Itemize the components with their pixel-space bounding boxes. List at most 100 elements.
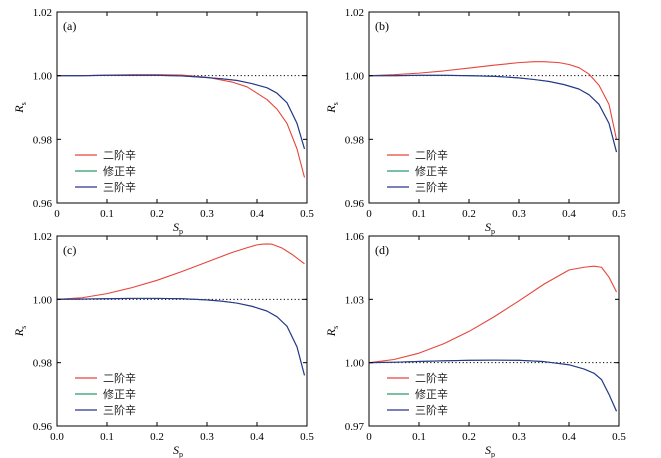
y-axis-label: Rs — [324, 102, 340, 113]
y-axis-label-main: R — [12, 328, 26, 337]
panel-b: 0 0.1 0.2 0.3 0.4 0.5 0.96 0.98 1.00 1.02 (b) Sp Rs 二… — [324, 7, 626, 236]
x-axis-label-main: S — [173, 443, 179, 457]
x-axis-label-main: S — [173, 220, 179, 234]
x-tick-label: 0.4 — [562, 431, 576, 443]
x-axis-label-sub: p — [179, 450, 183, 458]
series-line-3 — [56, 297, 306, 376]
x-axis-label: Sp — [173, 220, 183, 236]
y-tick-label: 1.00 — [33, 294, 53, 306]
y-tick-label: 1.03 — [345, 294, 365, 306]
panel-label: (b) — [375, 19, 389, 33]
y-tick-label: 1.02 — [33, 231, 52, 243]
series-line-2 — [56, 297, 306, 376]
y-axis-label-main: R — [324, 328, 338, 337]
x-tick-label: 0.1 — [100, 208, 114, 220]
plot-frame — [368, 11, 620, 204]
x-tick-label: 0.4 — [562, 208, 576, 220]
x-tick-label: 0.4 — [250, 208, 264, 220]
y-tick-label: 0.96 — [345, 198, 365, 210]
series-line-3 — [368, 359, 618, 412]
x-axis-label-main: S — [485, 220, 491, 234]
x-tick-label: 0.5 — [612, 208, 626, 220]
y-axis-label-main: R — [324, 105, 338, 114]
legend-label-3: 三阶辛 — [415, 180, 448, 194]
legend-label-3: 三阶辛 — [103, 403, 136, 417]
y-tick-label: 1.02 — [33, 7, 52, 19]
plot-frame — [56, 11, 308, 204]
panel-c: 0.0 0.1 0.2 0.3 0.4 0.5 0.96 0.98 1.00 1.02 (c) Sp R… — [12, 231, 314, 458]
legend-label-2: 修正辛 — [103, 164, 136, 178]
y-axis-label: Rs — [12, 102, 28, 113]
y-axis-label-sub: s — [331, 102, 340, 105]
legend-label-1: 二阶辛 — [415, 148, 448, 162]
x-axis-label-sub: p — [491, 450, 495, 458]
y-axis-label-sub: s — [19, 102, 28, 105]
panel-a: 0 0.1 0.2 0.3 0.4 0.5 0.96 0.98 1.00 1.02 (a) Sp Rs 二… — [12, 7, 314, 236]
y-axis-label-main: R — [12, 105, 26, 114]
x-tick-label: 0 — [366, 208, 372, 220]
y-tick-label: 0.96 — [33, 198, 53, 210]
panel-label: (c) — [63, 243, 76, 257]
x-tick-label: 0.1 — [100, 431, 114, 443]
legend-label-3: 三阶辛 — [415, 403, 448, 417]
x-axis-label: Sp — [173, 443, 183, 458]
legend-label-3: 三阶辛 — [103, 180, 136, 194]
series-line-3 — [57, 74, 306, 150]
y-tick-label: 1.06 — [345, 231, 365, 243]
x-axis-label-sub: p — [491, 227, 495, 236]
plot-frame — [56, 235, 308, 427]
x-axis-label: Sp — [485, 443, 495, 458]
x-tick-label: 0.1 — [412, 208, 426, 220]
x-tick-label: 0.4 — [250, 431, 264, 443]
legend-label-2: 修正辛 — [415, 387, 448, 401]
series-line-1 — [368, 265, 617, 364]
x-tick-label: 0.5 — [300, 431, 314, 443]
series-line-3 — [369, 74, 618, 153]
x-axis-label-main: S — [485, 443, 491, 457]
x-tick-label: 0.3 — [200, 208, 214, 220]
plot-frame — [368, 235, 620, 427]
legend-label-1: 二阶辛 — [415, 371, 448, 385]
x-tick-label: 0.2 — [462, 208, 476, 220]
y-tick-label: 0.98 — [345, 134, 365, 146]
legend-label-1: 二阶辛 — [103, 148, 136, 162]
y-tick-label: 1.00 — [345, 358, 365, 370]
x-axis-label-sub: p — [179, 227, 183, 236]
x-tick-label: 0.0 — [50, 431, 64, 443]
x-axis-label: Sp — [485, 220, 495, 236]
panel-label: (a) — [63, 19, 76, 33]
series-line-1 — [368, 61, 618, 140]
y-tick-label: 0.96 — [33, 421, 53, 433]
x-tick-label: 0.1 — [412, 431, 426, 443]
x-tick-label: 0.2 — [150, 431, 164, 443]
series-line-1 — [57, 74, 306, 178]
y-tick-label: 1.00 — [345, 71, 365, 83]
y-axis-label-sub: s — [19, 326, 28, 329]
x-tick-label: 0.3 — [512, 208, 526, 220]
panel-label: (d) — [375, 243, 389, 257]
panel-d: 0 0.1 0.2 0.3 0.4 0.5 0.97 1.00 1.03 1.06 (d) Sp Rs 二… — [324, 231, 626, 458]
y-tick-label: 1.00 — [33, 71, 53, 83]
x-tick-label: 0.2 — [150, 208, 164, 220]
y-tick-label: 0.98 — [33, 134, 53, 146]
y-tick-label: 1.02 — [345, 7, 364, 19]
series-line-2 — [369, 74, 618, 153]
legend-label-1: 二阶辛 — [103, 371, 136, 385]
legend-label-2: 修正辛 — [103, 387, 136, 401]
x-tick-label: 0.5 — [300, 208, 314, 220]
y-axis-label: Rs — [324, 326, 340, 337]
series-line-2 — [57, 74, 306, 150]
x-tick-label: 0.2 — [462, 431, 476, 443]
y-tick-label: 0.97 — [345, 421, 365, 433]
y-axis-label: Rs — [12, 326, 28, 337]
series-line-1 — [56, 243, 305, 300]
y-tick-label: 0.98 — [33, 358, 53, 370]
y-axis-label-sub: s — [331, 326, 340, 329]
x-tick-label: 0 — [366, 431, 372, 443]
x-tick-label: 0.3 — [200, 431, 214, 443]
